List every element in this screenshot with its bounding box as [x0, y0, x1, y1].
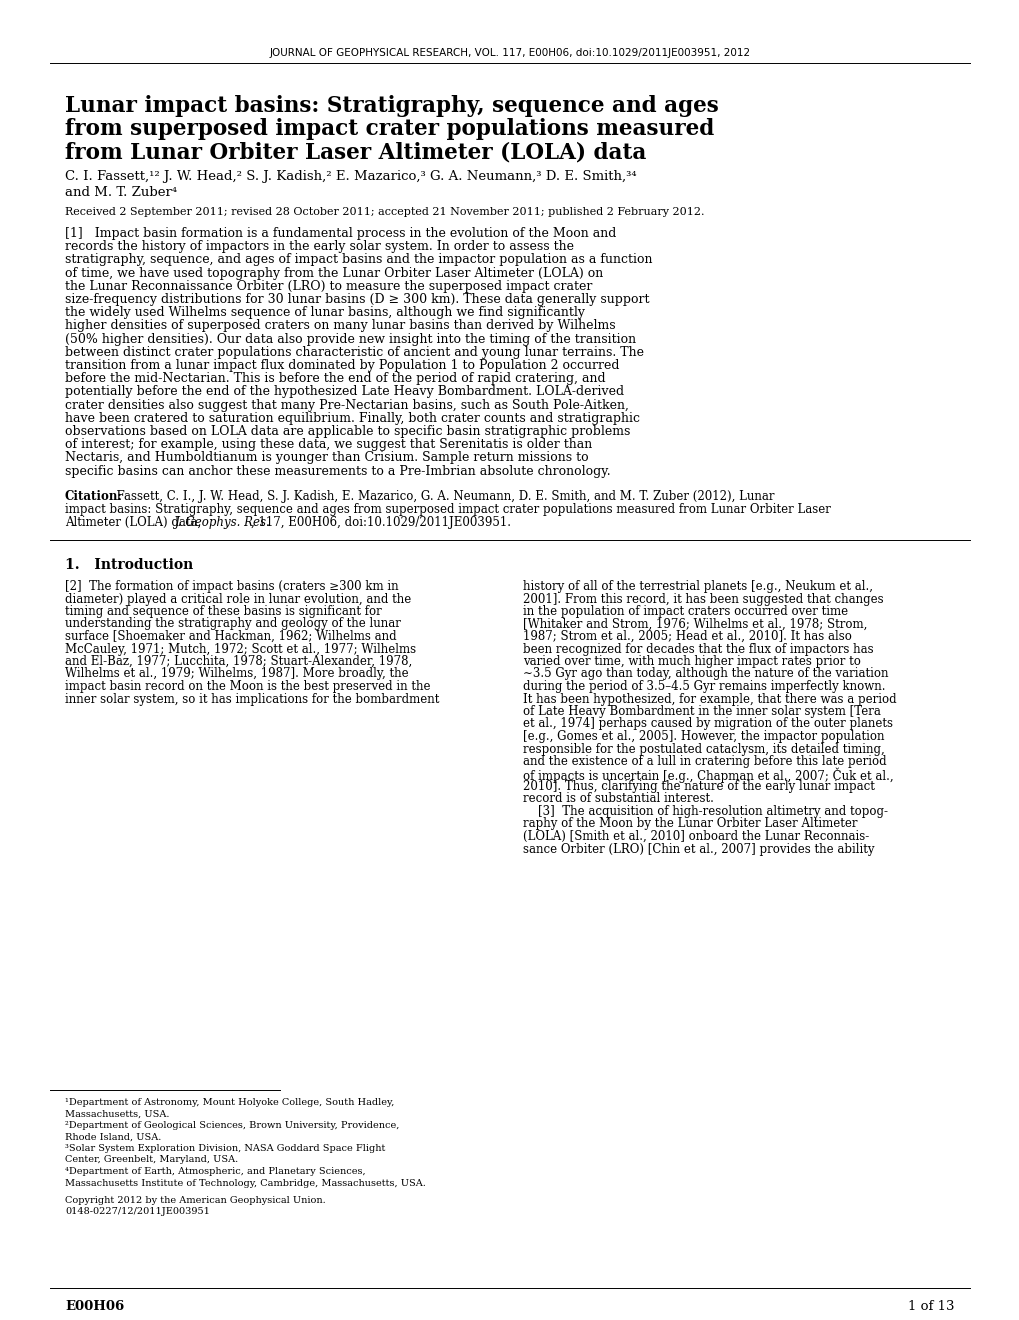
- Text: in the population of impact craters occurred over time: in the population of impact craters occu…: [523, 605, 847, 618]
- Text: crater densities also suggest that many Pre-Nectarian basins, such as South Pole: crater densities also suggest that many …: [65, 399, 629, 412]
- Text: potentially before the end of the hypothesized Late Heavy Bombardment. LOLA-deri: potentially before the end of the hypoth…: [65, 385, 624, 399]
- Text: 2001]. From this record, it has been suggested that changes: 2001]. From this record, it has been sug…: [523, 593, 882, 606]
- Text: Massachusetts, USA.: Massachusetts, USA.: [65, 1110, 169, 1118]
- Text: between distinct crater populations characteristic of ancient and young lunar te: between distinct crater populations char…: [65, 346, 643, 359]
- Text: been recognized for decades that the flux of impactors has: been recognized for decades that the flu…: [523, 643, 872, 656]
- Text: record is of substantial interest.: record is of substantial interest.: [523, 792, 713, 805]
- Text: Wilhelms et al., 1979; Wilhelms, 1987]. More broadly, the: Wilhelms et al., 1979; Wilhelms, 1987]. …: [65, 668, 409, 681]
- Text: and El-Baz, 1977; Lucchita, 1978; Stuart-Alexander, 1978,: and El-Baz, 1977; Lucchita, 1978; Stuart…: [65, 655, 412, 668]
- Text: have been cratered to saturation equilibrium. Finally, both crater counts and st: have been cratered to saturation equilib…: [65, 412, 639, 425]
- Text: ¹Department of Astronomy, Mount Holyoke College, South Hadley,: ¹Department of Astronomy, Mount Holyoke …: [65, 1098, 394, 1107]
- Text: from Lunar Orbiter Laser Altimeter (LOLA) data: from Lunar Orbiter Laser Altimeter (LOLA…: [65, 141, 646, 162]
- Text: Massachusetts Institute of Technology, Cambridge, Massachusetts, USA.: Massachusetts Institute of Technology, C…: [65, 1179, 426, 1188]
- Text: impact basin record on the Moon is the best preserved in the: impact basin record on the Moon is the b…: [65, 680, 430, 693]
- Text: stratigraphy, sequence, and ages of impact basins and the impactor population as: stratigraphy, sequence, and ages of impa…: [65, 253, 652, 267]
- Text: higher densities of superposed craters on many lunar basins than derived by Wilh: higher densities of superposed craters o…: [65, 319, 615, 333]
- Text: McCauley, 1971; Mutch, 1972; Scott et al., 1977; Wilhelms: McCauley, 1971; Mutch, 1972; Scott et al…: [65, 643, 416, 656]
- Text: (50% higher densities). Our data also provide new insight into the timing of the: (50% higher densities). Our data also pr…: [65, 333, 636, 346]
- Text: inner solar system, so it has implications for the bombardment: inner solar system, so it has implicatio…: [65, 693, 439, 705]
- Text: during the period of 3.5–4.5 Gyr remains imperfectly known.: during the period of 3.5–4.5 Gyr remains…: [523, 680, 884, 693]
- Text: Rhode Island, USA.: Rhode Island, USA.: [65, 1133, 161, 1142]
- Text: 0148-0227/12/2011JE003951: 0148-0227/12/2011JE003951: [65, 1206, 210, 1216]
- Text: observations based on LOLA data are applicable to specific basin stratigraphic p: observations based on LOLA data are appl…: [65, 425, 630, 438]
- Text: ³Solar System Exploration Division, NASA Goddard Space Flight: ³Solar System Exploration Division, NASA…: [65, 1144, 385, 1152]
- Text: [2]  The formation of impact basins (craters ≥300 km in: [2] The formation of impact basins (crat…: [65, 579, 398, 593]
- Text: J. Geophys. Res.: J. Geophys. Res.: [175, 516, 270, 529]
- Text: [3]  The acquisition of high-resolution altimetry and topog-: [3] The acquisition of high-resolution a…: [523, 805, 888, 818]
- Text: responsible for the postulated cataclysm, its detailed timing,: responsible for the postulated cataclysm…: [523, 742, 883, 755]
- Text: before the mid-Nectarian. This is before the end of the period of rapid craterin: before the mid-Nectarian. This is before…: [65, 372, 605, 385]
- Text: 1.   Introduction: 1. Introduction: [65, 558, 193, 572]
- Text: timing and sequence of these basins is significant for: timing and sequence of these basins is s…: [65, 605, 381, 618]
- Text: records the history of impactors in the early solar system. In order to assess t: records the history of impactors in the …: [65, 240, 574, 253]
- Text: ∼3.5 Gyr ago than today, although the nature of the variation: ∼3.5 Gyr ago than today, although the na…: [523, 668, 888, 681]
- Text: Center, Greenbelt, Maryland, USA.: Center, Greenbelt, Maryland, USA.: [65, 1155, 238, 1164]
- Text: size-frequency distributions for 30 lunar basins (D ≥ 300 km). These data genera: size-frequency distributions for 30 luna…: [65, 293, 649, 306]
- Text: [e.g., Gomes et al., 2005]. However, the impactor population: [e.g., Gomes et al., 2005]. However, the…: [523, 730, 883, 743]
- Text: and the existence of a lull in cratering before this late period: and the existence of a lull in cratering…: [523, 755, 886, 768]
- Text: Lunar impact basins: Stratigraphy, sequence and ages: Lunar impact basins: Stratigraphy, seque…: [65, 95, 718, 117]
- Text: Nectaris, and Humboldtianum is younger than Crisium. Sample return missions to: Nectaris, and Humboldtianum is younger t…: [65, 451, 588, 465]
- Text: transition from a lunar impact flux dominated by Population 1 to Population 2 oc: transition from a lunar impact flux domi…: [65, 359, 619, 372]
- Text: ²Department of Geological Sciences, Brown University, Providence,: ²Department of Geological Sciences, Brow…: [65, 1121, 399, 1130]
- Text: understanding the stratigraphy and geology of the lunar: understanding the stratigraphy and geolo…: [65, 618, 400, 631]
- Text: the widely used Wilhelms sequence of lunar basins, although we find significantl: the widely used Wilhelms sequence of lun…: [65, 306, 585, 319]
- Text: 1987; Strom et al., 2005; Head et al., 2010]. It has also: 1987; Strom et al., 2005; Head et al., 2…: [523, 630, 851, 643]
- Text: of interest; for example, using these data, we suggest that Serenitatis is older: of interest; for example, using these da…: [65, 438, 592, 451]
- Text: 2010]. Thus, clarifying the nature of the early lunar impact: 2010]. Thus, clarifying the nature of th…: [523, 780, 874, 793]
- Text: C. I. Fassett,¹² J. W. Head,² S. J. Kadish,² E. Mazarico,³ G. A. Neumann,³ D. E.: C. I. Fassett,¹² J. W. Head,² S. J. Kadi…: [65, 170, 636, 183]
- Text: raphy of the Moon by the Lunar Orbiter Laser Altimeter: raphy of the Moon by the Lunar Orbiter L…: [523, 817, 857, 830]
- Text: ⁴Department of Earth, Atmospheric, and Planetary Sciences,: ⁴Department of Earth, Atmospheric, and P…: [65, 1167, 365, 1176]
- Text: from superposed impact crater populations measured: from superposed impact crater population…: [65, 117, 713, 140]
- Text: of time, we have used topography from the Lunar Orbiter Laser Altimeter (LOLA) o: of time, we have used topography from th…: [65, 267, 602, 280]
- Text: Received 2 September 2011; revised 28 October 2011; accepted 21 November 2011; p: Received 2 September 2011; revised 28 Oc…: [65, 207, 704, 216]
- Text: E00H06: E00H06: [65, 1300, 124, 1313]
- Text: varied over time, with much higher impact rates prior to: varied over time, with much higher impac…: [523, 655, 860, 668]
- Text: impact basins: Stratigraphy, sequence and ages from superposed impact crater pop: impact basins: Stratigraphy, sequence an…: [65, 503, 830, 516]
- Text: specific basins can anchor these measurements to a Pre-Imbrian absolute chronolo: specific basins can anchor these measure…: [65, 465, 610, 478]
- Text: of impacts is uncertain [e.g., Chapman et al., 2007; Čuk et al.,: of impacts is uncertain [e.g., Chapman e…: [523, 767, 893, 783]
- Text: , 117, E00H06, doi:10.1029/2011JE003951.: , 117, E00H06, doi:10.1029/2011JE003951.: [251, 516, 511, 529]
- Text: It has been hypothesized, for example, that there was a period: It has been hypothesized, for example, t…: [523, 693, 896, 705]
- Text: 1 of 13: 1 of 13: [908, 1300, 954, 1313]
- Text: diameter) played a critical role in lunar evolution, and the: diameter) played a critical role in luna…: [65, 593, 411, 606]
- Text: of Late Heavy Bombardment in the inner solar system [Tera: of Late Heavy Bombardment in the inner s…: [523, 705, 880, 718]
- Text: Fassett, C. I., J. W. Head, S. J. Kadish, E. Mazarico, G. A. Neumann, D. E. Smit: Fassett, C. I., J. W. Head, S. J. Kadish…: [109, 490, 773, 503]
- Text: JOURNAL OF GEOPHYSICAL RESEARCH, VOL. 117, E00H06, doi:10.1029/2011JE003951, 201: JOURNAL OF GEOPHYSICAL RESEARCH, VOL. 11…: [269, 48, 750, 58]
- Text: the Lunar Reconnaissance Orbiter (LRO) to measure the superposed impact crater: the Lunar Reconnaissance Orbiter (LRO) t…: [65, 280, 592, 293]
- Text: [Whitaker and Strom, 1976; Wilhelms et al., 1978; Strom,: [Whitaker and Strom, 1976; Wilhelms et a…: [523, 618, 866, 631]
- Text: Altimeter (LOLA) data,: Altimeter (LOLA) data,: [65, 516, 205, 529]
- Text: (LOLA) [Smith et al., 2010] onboard the Lunar Reconnais-: (LOLA) [Smith et al., 2010] onboard the …: [523, 830, 868, 843]
- Text: Copyright 2012 by the American Geophysical Union.: Copyright 2012 by the American Geophysic…: [65, 1196, 325, 1205]
- Text: Citation:: Citation:: [65, 490, 122, 503]
- Text: [1]   Impact basin formation is a fundamental process in the evolution of the Mo: [1] Impact basin formation is a fundamen…: [65, 227, 615, 240]
- Text: and M. T. Zuber⁴: and M. T. Zuber⁴: [65, 186, 177, 199]
- Text: history of all of the terrestrial planets [e.g., Neukum et al.,: history of all of the terrestrial planet…: [523, 579, 872, 593]
- Text: et al., 1974] perhaps caused by migration of the outer planets: et al., 1974] perhaps caused by migratio…: [523, 718, 892, 730]
- Text: sance Orbiter (LRO) [Chin et al., 2007] provides the ability: sance Orbiter (LRO) [Chin et al., 2007] …: [523, 842, 873, 855]
- Text: surface [Shoemaker and Hackman, 1962; Wilhelms and: surface [Shoemaker and Hackman, 1962; Wi…: [65, 630, 396, 643]
